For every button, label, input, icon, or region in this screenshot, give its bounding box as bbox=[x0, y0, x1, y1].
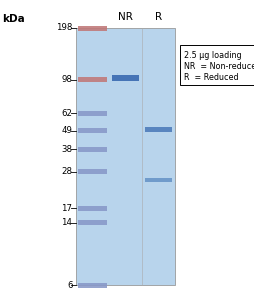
Bar bbox=[76, 28, 174, 285]
Text: 6: 6 bbox=[67, 280, 72, 290]
Bar bbox=[144, 178, 171, 182]
Bar bbox=[78, 206, 107, 211]
Text: 198: 198 bbox=[56, 23, 72, 32]
FancyBboxPatch shape bbox=[179, 45, 253, 85]
Text: 14: 14 bbox=[61, 218, 72, 227]
Text: 38: 38 bbox=[61, 145, 72, 154]
Text: NR  = Non-reduced: NR = Non-reduced bbox=[183, 62, 254, 71]
Text: R: R bbox=[154, 12, 161, 22]
Text: 17: 17 bbox=[61, 204, 72, 213]
Text: 2.5 μg loading: 2.5 μg loading bbox=[183, 51, 240, 60]
Bar bbox=[78, 128, 107, 133]
Text: 28: 28 bbox=[61, 167, 72, 176]
Bar bbox=[78, 147, 107, 152]
Text: R  = Reduced: R = Reduced bbox=[183, 73, 237, 82]
Bar bbox=[78, 77, 107, 82]
Text: 49: 49 bbox=[61, 126, 72, 135]
Bar bbox=[78, 26, 107, 31]
Text: 98: 98 bbox=[61, 75, 72, 84]
Text: NR: NR bbox=[118, 12, 133, 22]
Bar bbox=[78, 111, 107, 116]
Bar bbox=[78, 283, 107, 287]
Bar bbox=[112, 75, 138, 81]
Text: kDa: kDa bbox=[2, 14, 25, 24]
Bar bbox=[78, 220, 107, 225]
Bar bbox=[144, 127, 171, 132]
Text: 62: 62 bbox=[61, 109, 72, 118]
Bar bbox=[78, 169, 107, 174]
